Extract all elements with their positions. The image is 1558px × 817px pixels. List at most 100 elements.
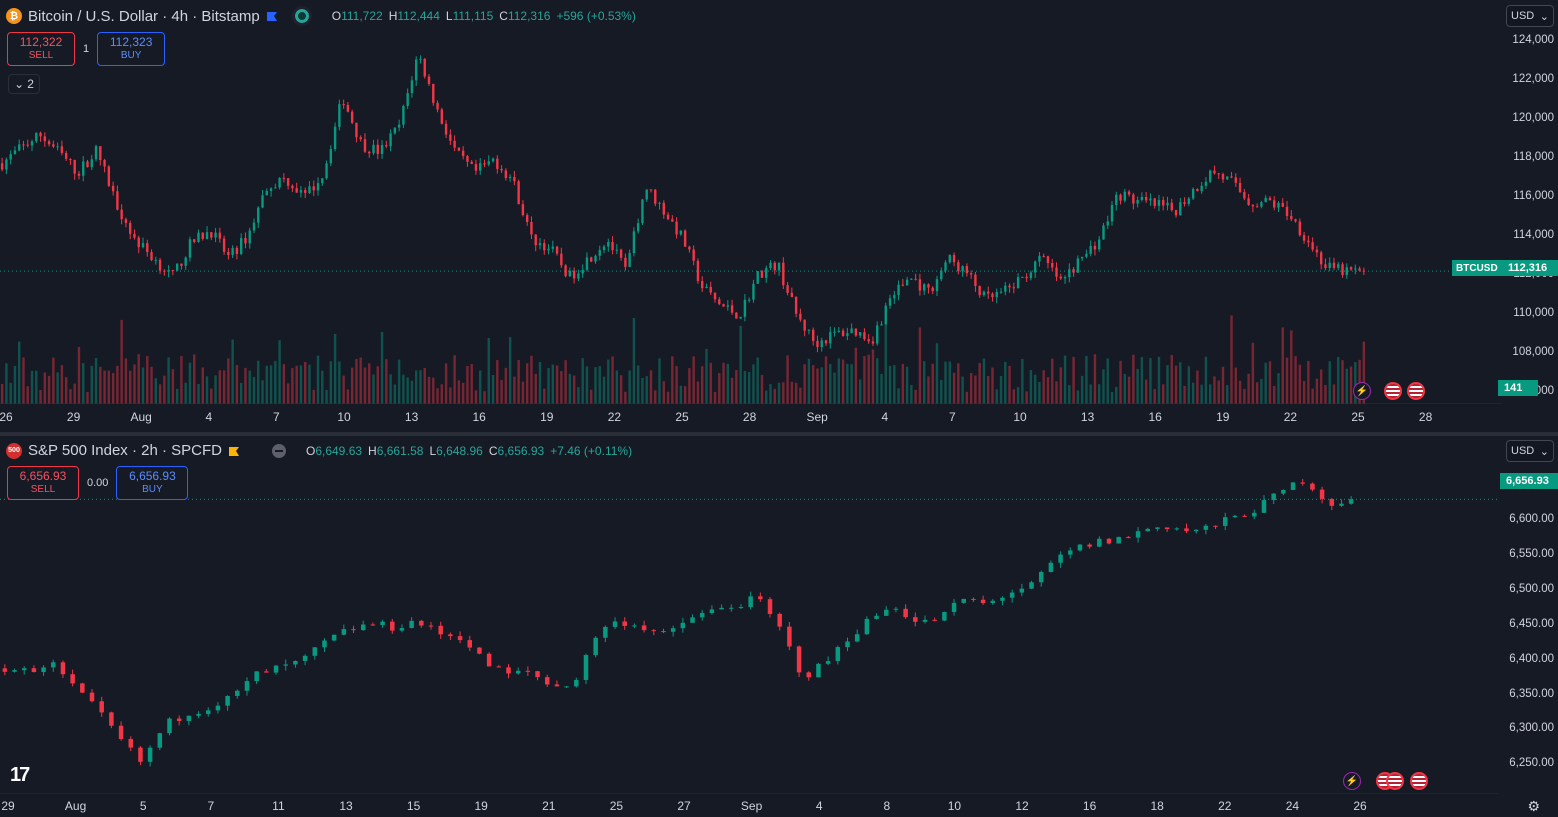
candle xyxy=(235,689,240,699)
volume-bar xyxy=(901,363,905,404)
volume-bar xyxy=(449,387,452,404)
volume-bar xyxy=(854,347,858,404)
market-status-icon[interactable] xyxy=(291,6,312,26)
candle xyxy=(521,200,525,217)
candle xyxy=(1193,529,1199,534)
sell-button[interactable]: 112,322 SELL xyxy=(7,32,75,66)
candle xyxy=(1345,263,1348,279)
volume-bar xyxy=(961,376,964,404)
candle xyxy=(477,647,482,655)
candle xyxy=(428,622,434,630)
volume-bar xyxy=(1038,382,1041,404)
volume-bar xyxy=(9,382,12,404)
candle xyxy=(508,174,512,182)
flag-icon[interactable] xyxy=(266,10,278,22)
candle xyxy=(1048,560,1054,573)
candle xyxy=(341,624,347,636)
currency-select[interactable]: USD ⌄ xyxy=(1506,5,1554,27)
time-tick-label: 28 xyxy=(742,410,757,424)
sell-button[interactable]: 6,656.93 SELL xyxy=(7,466,79,500)
volume-bar xyxy=(910,385,913,404)
volume-bar xyxy=(577,387,580,404)
volume-bar xyxy=(372,374,375,404)
price-tick-label: 124,000 xyxy=(1512,34,1554,46)
flag-icon[interactable] xyxy=(228,445,240,457)
volume-bar xyxy=(581,358,584,404)
candle xyxy=(765,265,768,283)
volume-bar xyxy=(128,370,132,404)
candle xyxy=(1232,514,1238,518)
volume-bar xyxy=(867,354,870,404)
volume-bar xyxy=(1328,361,1331,404)
event-bolt-icon[interactable]: ⚡ xyxy=(1343,772,1361,790)
currency-select[interactable]: USD ⌄ xyxy=(1506,440,1554,462)
settings-gear-icon[interactable]: ⚙ xyxy=(1527,798,1540,814)
volume-bar xyxy=(1187,366,1191,404)
volume-bar xyxy=(918,327,922,404)
candle xyxy=(1310,482,1315,492)
volume-bar xyxy=(1033,374,1037,404)
tradingview-logo[interactable]: 17 xyxy=(10,764,30,786)
pane-divider[interactable] xyxy=(0,432,1558,436)
candle xyxy=(1179,197,1182,216)
us-flag-event-icon[interactable] xyxy=(1407,382,1425,400)
volume-bar xyxy=(683,386,687,404)
volume-bar xyxy=(359,357,362,404)
volume-bar xyxy=(1157,356,1161,404)
volume-bar xyxy=(773,388,776,404)
candle xyxy=(5,157,8,175)
spx-plot[interactable] xyxy=(0,436,1498,794)
btcusd-title[interactable]: Bitcoin / U.S. Dollar · 4h · Bitstamp xyxy=(28,7,260,25)
volume-bar xyxy=(1234,367,1238,404)
price-tick-label: 6,350.00 xyxy=(1509,687,1554,700)
btcusd-chart-pane[interactable]: ₿ Bitcoin / U.S. Dollar · 4h · Bitstamp … xyxy=(0,0,1558,432)
volume-bar xyxy=(636,365,640,404)
volume-bar xyxy=(1200,384,1203,404)
candle xyxy=(184,256,187,270)
us-flag-event-icon[interactable] xyxy=(1386,772,1404,790)
volume-bar xyxy=(180,356,183,404)
spx-ohlc: O6,649.63 H6,661.58 L6,648.96 C6,656.93 … xyxy=(305,443,633,458)
candle xyxy=(701,276,704,293)
us-flag-event-icon[interactable] xyxy=(1384,382,1402,400)
candle xyxy=(171,269,175,276)
volume-bar xyxy=(282,364,286,404)
volume-bar xyxy=(1290,330,1293,404)
candle xyxy=(1242,514,1247,517)
volume-bar xyxy=(1268,361,1272,404)
event-bolt-icon[interactable]: ⚡ xyxy=(1353,382,1371,400)
buy-button[interactable]: 112,323 BUY xyxy=(97,32,166,66)
candle xyxy=(1264,195,1267,203)
volume-bar xyxy=(363,367,367,404)
volume-bar xyxy=(1162,384,1165,404)
candle xyxy=(914,273,917,281)
candle xyxy=(312,180,315,197)
us-flag-event-icon[interactable] xyxy=(1410,772,1428,790)
market-closed-icon[interactable] xyxy=(271,443,286,458)
volume-bar xyxy=(82,363,85,404)
candle xyxy=(1311,237,1314,252)
indicators-toggle-button[interactable]: ⌄ 2 xyxy=(8,74,40,94)
candle xyxy=(581,264,584,278)
candle xyxy=(124,217,128,228)
volume-bar xyxy=(777,382,781,404)
spx-title[interactable]: S&P 500 Index · 2h · SPCFD xyxy=(28,442,222,459)
volume-bar xyxy=(0,383,4,404)
time-tick-label: 21 xyxy=(542,799,556,813)
candle xyxy=(1140,192,1144,202)
btcusd-plot[interactable] xyxy=(0,0,1502,404)
candle xyxy=(824,339,828,346)
candle xyxy=(858,331,862,339)
volume-bar xyxy=(752,364,755,404)
spx-chart-pane[interactable]: 500 S&P 500 Index · 2h · SPCFD O6,649.63… xyxy=(0,436,1558,817)
volume-bar xyxy=(927,376,930,404)
candle xyxy=(612,617,618,630)
volume-bar xyxy=(244,367,247,404)
candle xyxy=(632,227,636,257)
candle xyxy=(1208,169,1212,184)
candle xyxy=(43,132,47,147)
volume-bar xyxy=(214,375,217,404)
candle xyxy=(903,604,908,619)
candle xyxy=(423,58,426,79)
buy-button[interactable]: 6,656.93 BUY xyxy=(116,466,189,500)
